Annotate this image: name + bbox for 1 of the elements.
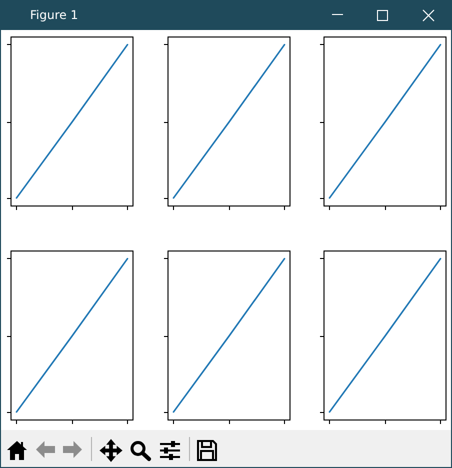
text: Figure 1 xyxy=(30,7,78,23)
